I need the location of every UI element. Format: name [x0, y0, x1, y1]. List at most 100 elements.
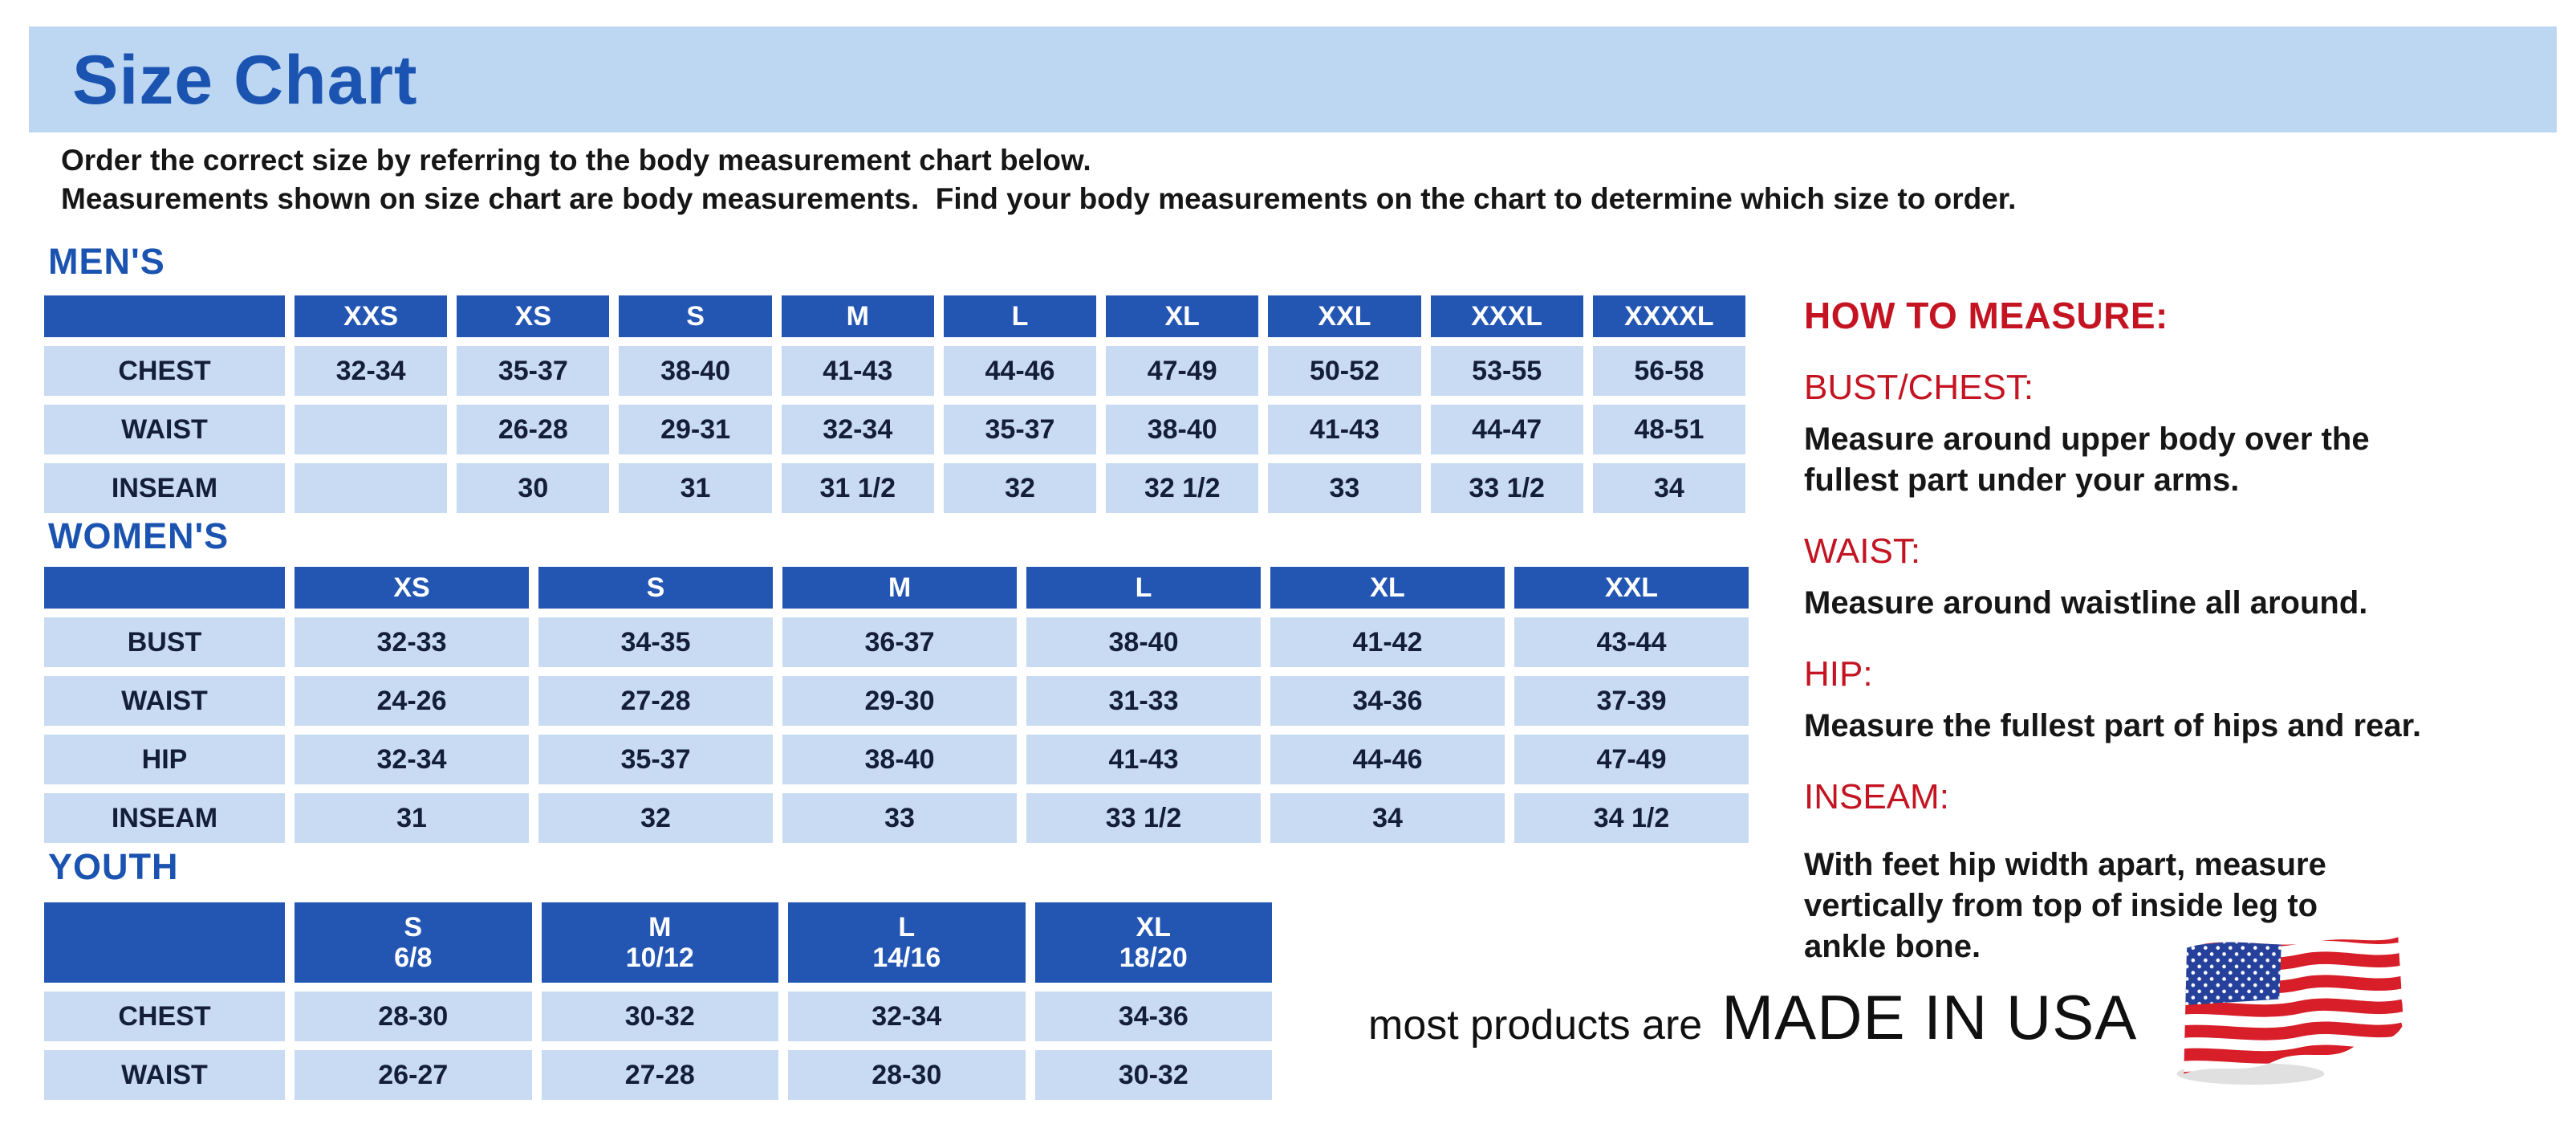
size-cell: 31	[295, 793, 529, 843]
size-cell: 34 1/2	[1514, 793, 1749, 843]
size-cell: 32-34	[295, 346, 448, 396]
corner-cell	[44, 902, 285, 983]
column-header: XXS	[295, 295, 448, 337]
size-cell: 24-26	[295, 676, 529, 726]
size-cell: 53-55	[1430, 346, 1583, 396]
size-cell: 29-31	[619, 405, 772, 454]
usa-flag-icon	[2176, 937, 2404, 1085]
size-cell	[295, 463, 448, 513]
size-cell: 33 1/2	[1430, 463, 1583, 513]
size-cell: 28-30	[788, 1050, 1026, 1100]
size-cell: 32-34	[788, 992, 1026, 1041]
size-cell: 30	[457, 463, 610, 513]
womens-heading: WOMEN'S	[48, 515, 230, 556]
corner-cell	[44, 567, 285, 609]
size-cell: 30-32	[541, 992, 778, 1041]
column-header: XS	[295, 567, 529, 609]
made-in-usa-prefix: most products are	[1368, 1002, 1703, 1049]
size-cell: 37-39	[1514, 676, 1749, 726]
measure-term: HIP:	[1804, 654, 1873, 694]
size-cell: 44-46	[943, 346, 1097, 396]
title-banner: Size Chart	[29, 26, 2557, 132]
size-cell: 41-43	[1026, 735, 1261, 784]
intro-text: Order the correct size by referring to t…	[61, 144, 2017, 215]
page-title: Size Chart	[72, 42, 418, 119]
measure-term: WAIST:	[1804, 531, 1921, 571]
column-header: L	[1026, 567, 1261, 609]
size-cell: 48-51	[1592, 405, 1745, 454]
size-cell: 56-58	[1592, 346, 1745, 396]
made-in-usa-line: most products are MADE IN USA	[1368, 981, 2137, 1054]
youth-heading: YOUTH	[48, 846, 179, 887]
size-cell: 38-40	[782, 735, 1017, 784]
row-label: BUST	[44, 617, 285, 667]
row-label: HIP	[44, 735, 285, 784]
column-header: M	[782, 567, 1017, 609]
size-cell: 33 1/2	[1026, 793, 1261, 843]
size-cell: 30-32	[1034, 1050, 1272, 1100]
column-header: L	[943, 295, 1097, 337]
column-header: L 14/16	[788, 902, 1026, 983]
size-cell: 26-28	[457, 405, 610, 454]
column-header: XL 18/20	[1034, 902, 1272, 983]
size-cell: 26-27	[295, 1050, 532, 1100]
size-cell: 33	[1268, 463, 1421, 513]
measure-item-bust-chest: BUST/CHEST: Measure around upper body ov…	[1804, 368, 2574, 501]
size-cell: 31	[619, 463, 772, 513]
size-cell: 27-28	[541, 1050, 778, 1100]
size-cell: 28-30	[295, 992, 532, 1041]
size-cell: 44-46	[1270, 735, 1505, 784]
size-cell: 32-33	[295, 617, 529, 667]
size-cell: 38-40	[1026, 617, 1261, 667]
column-header: S	[538, 567, 773, 609]
size-cell: 32	[943, 463, 1097, 513]
measure-description: Measure around upper body over the fulles…	[1804, 421, 2370, 498]
measure-description: Measure around waistline all around.	[1804, 585, 2368, 621]
measure-item-waist: WAIST: Measure around waistline all arou…	[1804, 531, 2574, 624]
column-header: S 6/8	[295, 902, 532, 983]
how-to-measure-heading: HOW TO MEASURE:	[1804, 295, 2168, 336]
measure-item-inseam: INSEAM: With feet hip width apart, measu…	[1804, 777, 2574, 967]
column-header: M	[781, 295, 934, 337]
size-cell: 29-30	[782, 676, 1017, 726]
column-header: XS	[457, 295, 610, 337]
how-to-measure-panel: HOW TO MEASURE: BUST/CHEST: Measure arou…	[1804, 294, 2574, 967]
column-header: M 10/12	[541, 902, 778, 983]
size-cell: 50-52	[1268, 346, 1421, 396]
size-cell: 35-37	[538, 735, 773, 784]
column-header: XXXXL	[1592, 295, 1745, 337]
measure-term: BUST/CHEST:	[1804, 368, 2034, 407]
size-cell: 31 1/2	[781, 463, 934, 513]
size-cell	[295, 405, 448, 454]
size-cell: 34-36	[1034, 992, 1272, 1041]
column-header: XXL	[1514, 567, 1749, 609]
corner-cell	[44, 295, 285, 337]
womens-size-table: XS S M L XL XXL BUST 32-33 34-35 36-37 38-40 41-42 4…	[44, 567, 1749, 843]
size-cell: 27-28	[538, 676, 773, 726]
size-cell: 47-49	[1514, 735, 1749, 784]
measure-term: INSEAM:	[1804, 777, 1949, 816]
size-cell: 47-49	[1106, 346, 1259, 396]
column-header: XL	[1106, 295, 1259, 337]
column-header: XL	[1270, 567, 1505, 609]
youth-size-table: S 6/8 M 10/12 L 14/16 XL 18/20 CHEST 28-30 30-32 32…	[44, 902, 1272, 1100]
column-header: S	[619, 295, 772, 337]
mens-size-table: XXS XS S M L XL XXL XXXL XXXXL CHEST 32-34 35-37 38-…	[44, 295, 1745, 513]
size-cell: 34-35	[538, 617, 773, 667]
size-cell: 36-37	[782, 617, 1017, 667]
column-header: XXL	[1268, 295, 1421, 337]
row-label: CHEST	[44, 992, 285, 1041]
size-cell: 44-47	[1430, 405, 1583, 454]
mens-heading: MEN'S	[48, 241, 165, 282]
size-cell: 38-40	[1106, 405, 1259, 454]
measure-item-hip: HIP: Measure the fullest part of hips an…	[1804, 654, 2574, 747]
measure-description: With feet hip width apart, measure vertic…	[1804, 847, 2326, 964]
size-cell: 33	[782, 793, 1017, 843]
row-label: WAIST	[44, 676, 285, 726]
size-cell: 43-44	[1514, 617, 1749, 667]
row-label: CHEST	[44, 346, 285, 396]
row-label: WAIST	[44, 405, 285, 454]
size-cell: 41-43	[1268, 405, 1421, 454]
column-header: XXXL	[1430, 295, 1583, 337]
